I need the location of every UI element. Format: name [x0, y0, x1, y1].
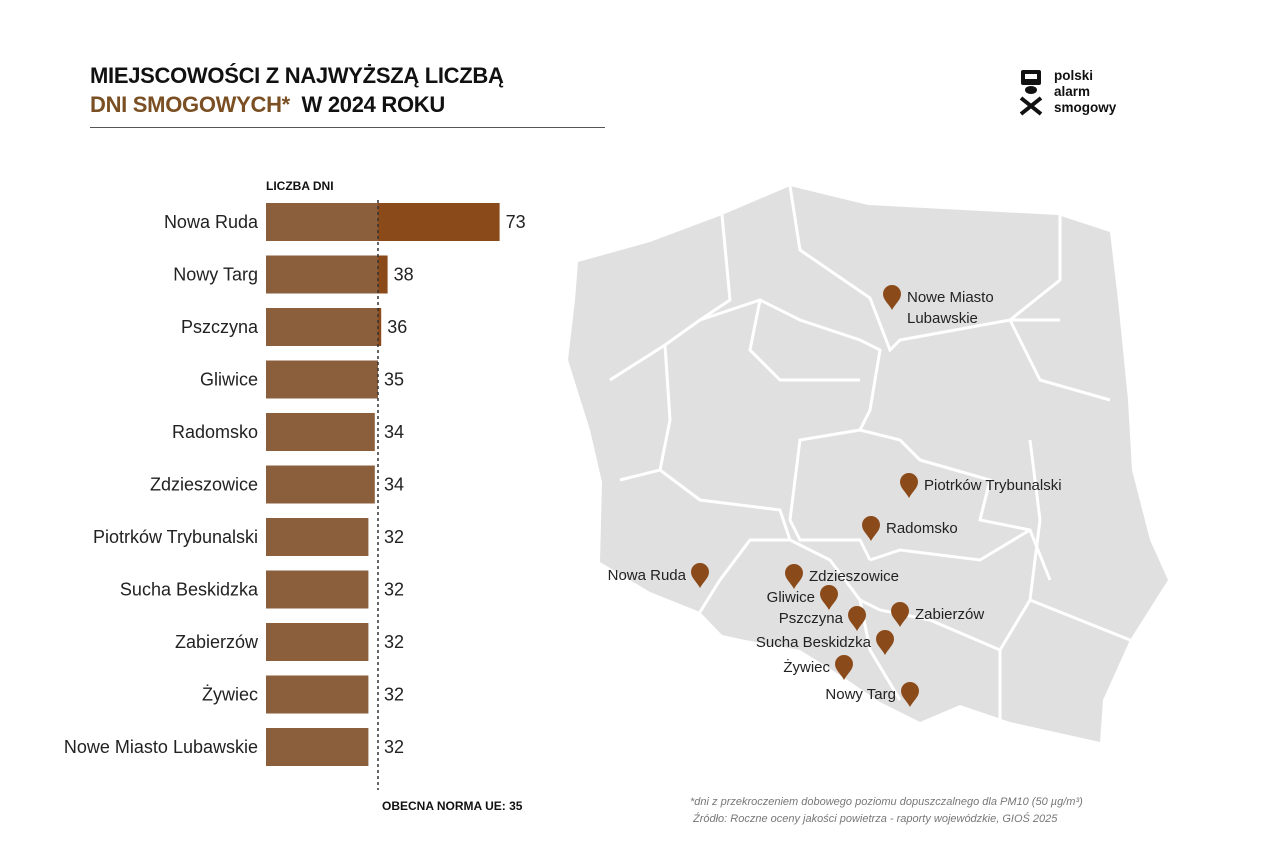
map-pin-label: Żywiec — [783, 658, 830, 676]
title-line-2: DNI SMOGOWYCH* W 2024 ROKU — [90, 92, 445, 118]
bar-chart: LICZBA DNI Nowa Ruda 73 Nowy Targ 38 Pszczyna… — [64, 179, 526, 813]
value-label: 32 — [384, 527, 404, 547]
footnote-source: Źródło: Roczne oceny jakości powietrza -… — [693, 813, 1058, 825]
map-pin-label: Nowy Targ — [825, 686, 896, 703]
map-pin-label: Lubawskie — [907, 310, 978, 327]
value-label: 32 — [384, 737, 404, 757]
title-accent: DNI SMOGOWYCH* — [90, 92, 290, 117]
category-label: Sucha Beskidzka — [120, 580, 259, 600]
bar-6 — [266, 518, 369, 556]
map-pin-icon — [835, 655, 853, 680]
norm-label: OBECNA NORMA UE: 35 — [382, 799, 523, 813]
logo-line-1: polski — [1054, 68, 1094, 83]
value-label: 34 — [384, 422, 404, 442]
category-label: Żywiec — [202, 685, 258, 705]
region-border — [748, 299, 860, 382]
title-divider — [90, 127, 605, 128]
bar-7 — [266, 570, 369, 609]
region-border — [788, 185, 1060, 353]
country-outline — [568, 186, 1168, 742]
map-pin-label: Zabierzów — [915, 606, 984, 623]
category-label: Radomsko — [172, 422, 258, 442]
map-pin-icon — [820, 585, 838, 610]
logo-line-3: smogowy — [1054, 100, 1117, 115]
map-pin-icon — [900, 473, 918, 498]
value-label: 36 — [387, 317, 407, 337]
region-border — [789, 538, 902, 701]
region-border — [869, 528, 1031, 562]
category-label: Gliwice — [200, 370, 258, 390]
bar-excess-0 — [378, 203, 500, 241]
bar-2 — [266, 308, 378, 346]
logo: polski alarm smogowy — [1018, 68, 1116, 116]
map-pin-icon — [901, 682, 919, 707]
category-label: Nowa Ruda — [164, 212, 259, 232]
value-label: 35 — [384, 370, 404, 390]
map-pin-label: Nowe Miasto — [907, 289, 994, 306]
map-pin-label: Sucha Beskidzka — [756, 634, 872, 651]
logo-line-2: alarm — [1054, 84, 1091, 99]
bar-9 — [266, 675, 369, 714]
category-label: Nowy Targ — [173, 265, 258, 285]
title-line-1: MIEJSCOWOŚCI Z NAJWYŻSZĄ LICZBĄ — [90, 63, 504, 88]
bar-5 — [266, 465, 375, 504]
map-pin-icon — [862, 516, 880, 541]
value-label: 73 — [506, 212, 526, 232]
category-label: Nowe Miasto Lubawskie — [64, 737, 258, 757]
footnote-definition: *dni z przekroczeniem dobowego poziomu d… — [690, 796, 1083, 808]
region-border — [859, 598, 1001, 652]
region-border — [659, 468, 793, 613]
category-label: Pszczyna — [181, 317, 259, 337]
footnote: *dni z przekroczeniem dobowego poziomu d… — [690, 794, 1083, 828]
map-pin-label: Pszczyna — [779, 610, 844, 627]
region-border — [859, 428, 1052, 581]
bar-4 — [266, 413, 375, 451]
map-pin-label: Zdzieszowice — [809, 568, 899, 585]
category-label: Piotrków Trybunalski — [93, 527, 258, 547]
bar-1 — [266, 255, 378, 294]
bar-0 — [266, 203, 378, 241]
region-border — [1029, 598, 1131, 642]
region-border — [699, 298, 882, 431]
map-pin-icon — [848, 606, 866, 631]
smog-mask-icon — [1019, 70, 1043, 116]
map-pin-icon — [883, 285, 901, 310]
region-border — [788, 428, 872, 561]
map-pin-label: Gliwice — [767, 589, 815, 606]
map-pin-label: Piotrków Trybunalski — [924, 477, 1062, 494]
region-border — [1009, 215, 1062, 322]
x-axis-label: LICZBA DNI — [266, 179, 334, 193]
map-pin-label: Radomsko — [886, 520, 958, 537]
title-rest: W 2024 ROKU — [301, 92, 446, 117]
bar-excess-1 — [378, 255, 388, 294]
value-label: 34 — [384, 475, 404, 495]
region-border — [998, 439, 1042, 720]
map-pin-icon — [891, 602, 909, 627]
map-pin-icon — [876, 630, 894, 655]
value-label: 32 — [384, 632, 404, 652]
value-label: 32 — [384, 685, 404, 705]
bar-excess-2 — [378, 308, 382, 346]
bar-3 — [266, 360, 378, 399]
category-label: Zabierzów — [175, 632, 259, 652]
value-label: 32 — [384, 580, 404, 600]
region-border — [619, 344, 672, 482]
region-border — [1008, 319, 1111, 402]
region-border — [609, 214, 732, 382]
map-pin-icon — [785, 564, 803, 589]
bar-8 — [266, 623, 369, 661]
category-label: Zdzieszowice — [150, 475, 258, 495]
value-label: 38 — [394, 265, 414, 285]
bar-10 — [266, 728, 369, 766]
map-pin-icon — [691, 563, 709, 588]
